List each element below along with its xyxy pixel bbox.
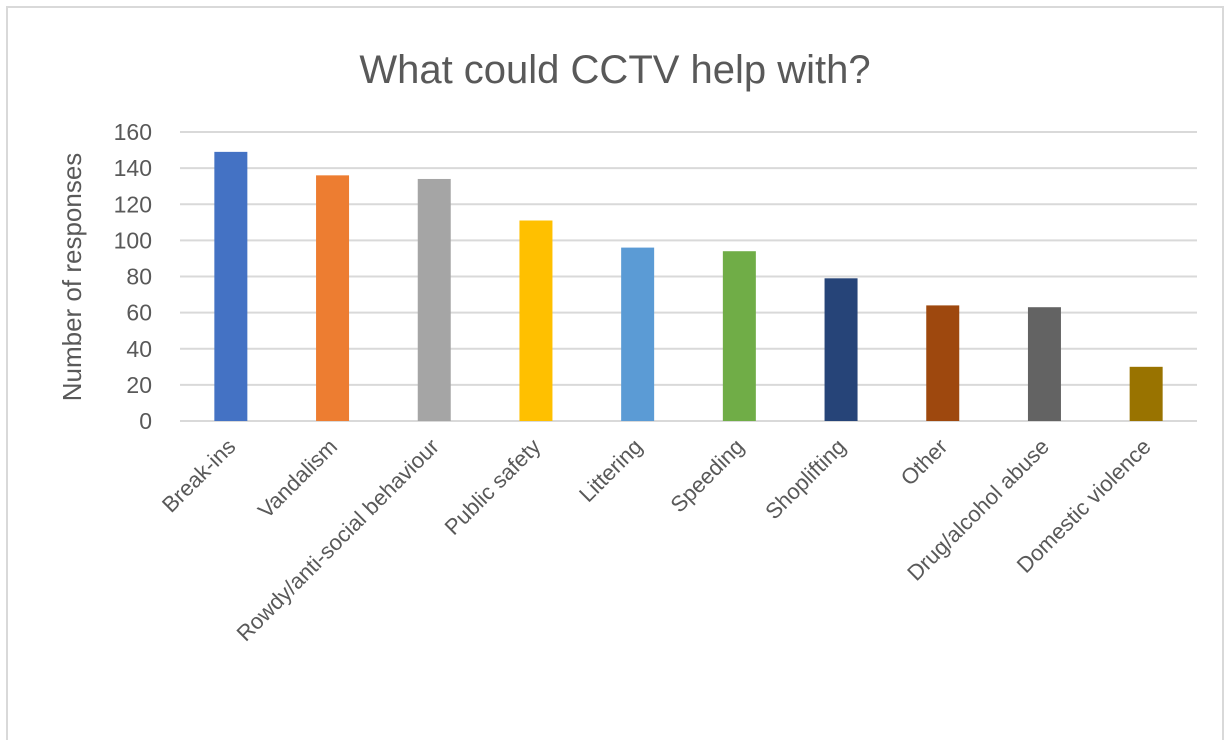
gridlines	[180, 131, 1197, 422]
y-tick-label: 100	[114, 227, 152, 253]
x-category-label: Public safety	[440, 434, 546, 540]
y-axis-ticks: 0 20 40 60 80 100 120 140 160	[114, 119, 152, 434]
bar-littering	[621, 247, 655, 421]
x-category-label: Rowdy/anti-social behaviour	[232, 434, 444, 646]
bar-drug-alcohol-abuse	[1027, 307, 1061, 421]
y-tick-label: 80	[126, 264, 152, 290]
bar-vandalism	[316, 175, 350, 421]
x-category-label: Speeding	[665, 434, 748, 517]
x-category-label: Break-ins	[157, 434, 240, 517]
bar-other	[926, 305, 960, 421]
y-tick-label: 160	[114, 119, 152, 145]
y-tick-label: 20	[126, 372, 152, 398]
x-category-label: Littering	[574, 434, 647, 507]
y-axis-title: Number of responses	[57, 153, 87, 402]
y-tick-label: 40	[126, 336, 152, 362]
x-category-label: Shoplifting	[760, 434, 850, 524]
x-category-label: Vandalism	[253, 434, 342, 523]
bars	[214, 151, 1163, 421]
y-tick-label: 140	[114, 155, 152, 181]
bar-break-ins	[214, 151, 248, 421]
bar-domestic-violence	[1129, 366, 1163, 421]
y-tick-label: 0	[139, 408, 152, 434]
chart-frame	[6, 6, 1224, 740]
bar-speeding	[722, 251, 756, 421]
y-tick-label: 60	[126, 300, 152, 326]
x-category-label: Other	[896, 434, 953, 491]
chart-title: What could CCTV help with?	[359, 48, 870, 92]
y-tick-label: 120	[114, 191, 152, 217]
bar-shoplifting	[824, 278, 858, 421]
bar-rowdy-anti-social-behaviour	[417, 178, 451, 421]
bar-public-safety	[519, 220, 553, 421]
